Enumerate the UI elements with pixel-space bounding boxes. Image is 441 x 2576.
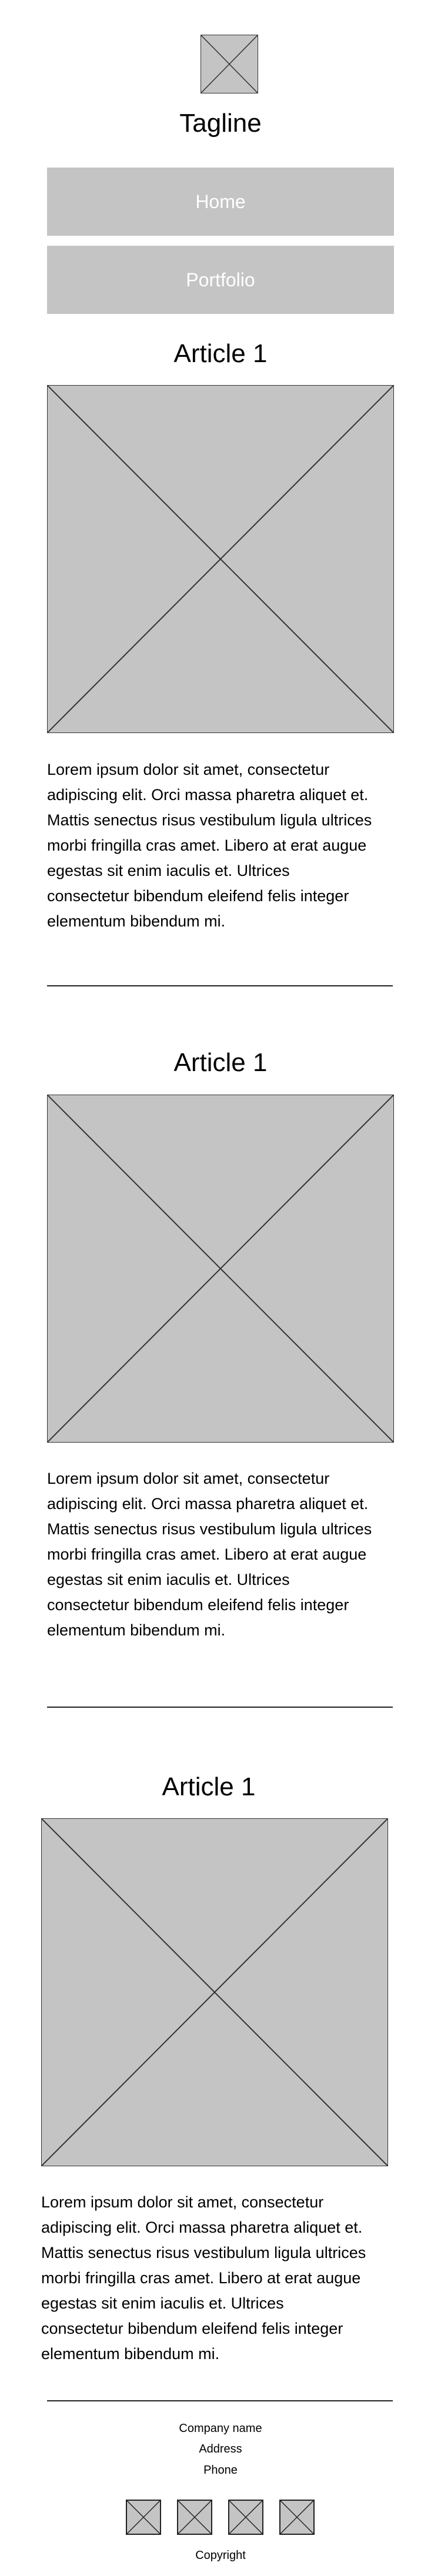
image-placeholder-icon (178, 2500, 212, 2534)
article-body-line: adipiscing elit. Orci massa pharetra ali… (41, 2219, 363, 2236)
article-title[interactable]: Article 1 (173, 1048, 268, 1077)
article-body-line: Mattis senectus risus vestibulum ligula … (41, 2244, 366, 2261)
tagline: Tagline (179, 109, 262, 138)
article-body-line: elementum bibendum mi. (47, 1621, 226, 1639)
article-body: Lorem ipsum dolor sit amet, consectetur … (47, 757, 397, 934)
article-body-line: consectetur bibendum eleifend felis inte… (41, 2320, 343, 2337)
article-body-line: Mattis senectus risus vestibulum ligula … (47, 811, 372, 829)
footer-phone: Phone (203, 2464, 238, 2477)
section-divider (47, 2400, 393, 2401)
article-title[interactable]: Article 1 (173, 339, 268, 368)
social-icon-1[interactable] (126, 2500, 161, 2535)
footer-copyright: Copyright (195, 2549, 246, 2562)
nav-home-button[interactable]: Home (47, 168, 394, 236)
article-title[interactable]: Article 1 (162, 1772, 256, 1801)
article-body: Lorem ipsum dolor sit amet, consectetur … (41, 2190, 392, 2367)
article-body-line: egestas sit enim iaculis et. Ultrices (47, 862, 290, 879)
article-body-line: adipiscing elit. Orci massa pharetra ali… (47, 786, 369, 804)
nav-portfolio-button[interactable]: Portfolio (47, 246, 394, 314)
article-image (41, 1818, 388, 2166)
image-placeholder-icon (126, 2500, 161, 2534)
logo[interactable] (201, 35, 258, 93)
section-divider (47, 1707, 393, 1708)
article-body-line: Lorem ipsum dolor sit amet, consectetur (41, 2193, 324, 2211)
image-placeholder-icon (280, 2500, 314, 2534)
article-body-line: morbi fringilla cras amet. Libero at era… (47, 1545, 367, 1563)
article-body: Lorem ipsum dolor sit amet, consectetur … (47, 1466, 397, 1643)
footer-address: Address (199, 2443, 242, 2455)
footer-company-name: Company name (179, 2422, 262, 2435)
article-body-line: elementum bibendum mi. (41, 2345, 220, 2363)
image-placeholder-icon (47, 385, 394, 733)
section-divider (47, 985, 393, 986)
image-placeholder-icon (41, 1818, 388, 2166)
article-body-line: egestas sit enim iaculis et. Ultrices (47, 1571, 290, 1588)
social-icon-3[interactable] (228, 2500, 263, 2535)
social-icon-2[interactable] (177, 2500, 212, 2535)
image-placeholder-icon (47, 1095, 394, 1443)
social-icon-4[interactable] (279, 2500, 315, 2535)
article-body-line: consectetur bibendum eleifend felis inte… (47, 1596, 349, 1614)
article-body-line: Mattis senectus risus vestibulum ligula … (47, 1520, 372, 1538)
article-body-line: morbi fringilla cras amet. Libero at era… (47, 837, 367, 854)
image-placeholder-icon (229, 2500, 263, 2534)
article-image (47, 385, 394, 733)
article-body-line: adipiscing elit. Orci massa pharetra ali… (47, 1495, 369, 1513)
article-image (47, 1095, 394, 1443)
article-body-line: elementum bibendum mi. (47, 912, 226, 930)
article-body-line: morbi fringilla cras amet. Libero at era… (41, 2269, 361, 2287)
article-body-line: Lorem ipsum dolor sit amet, consectetur (47, 761, 330, 778)
article-body-line: egestas sit enim iaculis et. Ultrices (41, 2294, 284, 2312)
image-placeholder-icon (201, 35, 258, 93)
article-body-line: consectetur bibendum eleifend felis inte… (47, 887, 349, 905)
article-body-line: Lorem ipsum dolor sit amet, consectetur (47, 1470, 330, 1487)
